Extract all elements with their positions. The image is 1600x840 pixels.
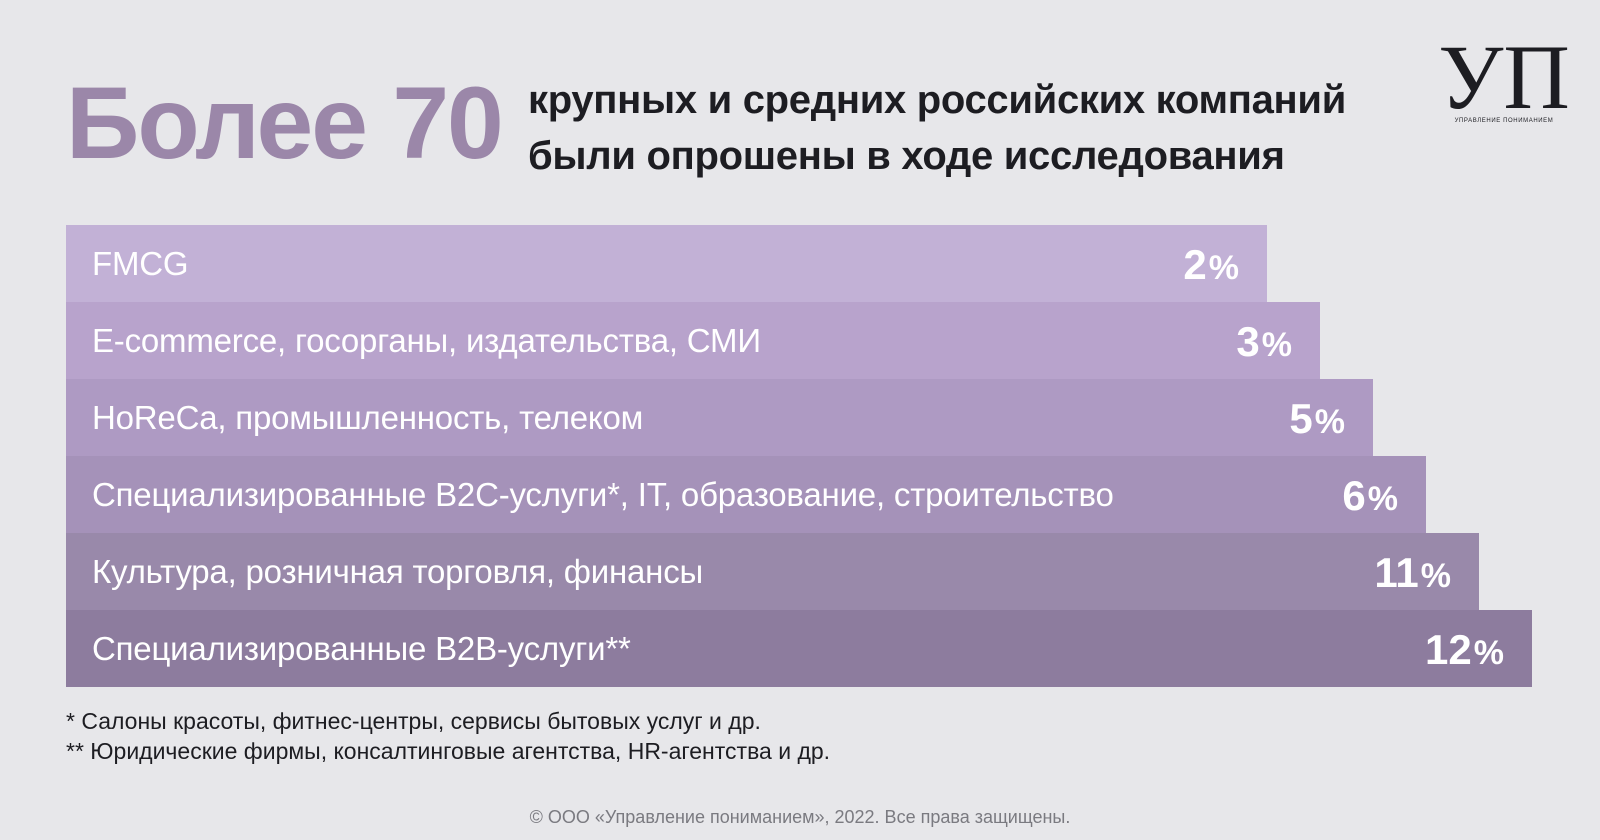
bar-value-unit: % bbox=[1473, 634, 1504, 672]
headline-line-1: крупных и средних российских компаний bbox=[528, 78, 1347, 122]
bar-6: Специализированные B2B-услуги** 12% bbox=[66, 610, 1532, 687]
footnote-1: * Салоны красоты, фитнес-центры, сервисы… bbox=[66, 708, 761, 734]
bar-label: E-commerce, госорганы, издательства, СМИ bbox=[92, 322, 761, 359]
bar-value-number: 5 bbox=[1289, 395, 1313, 442]
logo-mark-text: УП bbox=[1440, 32, 1568, 116]
bar-value: 2% bbox=[1183, 225, 1239, 302]
bar-value-number: 2 bbox=[1183, 241, 1207, 288]
bar-value-unit: % bbox=[1367, 480, 1398, 518]
bar-value: 3% bbox=[1236, 302, 1292, 379]
bar-value: 6% bbox=[1342, 456, 1398, 533]
bar-value-unit: % bbox=[1420, 557, 1451, 595]
logo-caption: управление пониманием bbox=[1454, 118, 1554, 124]
bar-label: Специализированные B2B-услуги** bbox=[92, 630, 631, 667]
bar-5: Культура, розничная торговля, финансы 11% bbox=[66, 533, 1479, 610]
bar-1: FMCG 2% bbox=[66, 225, 1267, 302]
headline-description: крупных и средних российских компаний бы… bbox=[528, 72, 1346, 184]
bar-value-unit: % bbox=[1314, 403, 1345, 441]
bar-2: E-commerce, госорганы, издательства, СМИ… bbox=[66, 302, 1320, 379]
bar-label: Специализированные B2C-услуги*, IT, обра… bbox=[92, 476, 1114, 513]
headline-line-2: были опрошены в ходе исследования bbox=[528, 134, 1285, 178]
bar-value-unit: % bbox=[1208, 249, 1239, 287]
bar-value: 12% bbox=[1425, 610, 1504, 687]
bar-label: FMCG bbox=[92, 245, 189, 282]
footnotes: * Салоны красоты, фитнес-центры, сервисы… bbox=[66, 706, 830, 766]
bar-value-number: 6 bbox=[1342, 472, 1366, 519]
bar-value-number: 3 bbox=[1236, 318, 1260, 365]
bar-label: HoReCa, промышленность, телеком bbox=[92, 399, 644, 436]
logo-mark-icon: УП bbox=[1440, 32, 1568, 116]
bar-3: HoReCa, промышленность, телеком 5% bbox=[66, 379, 1373, 456]
bar-4: Специализированные B2C-услуги*, IT, обра… bbox=[66, 456, 1426, 533]
bar-value-unit: % bbox=[1261, 326, 1292, 364]
headline-number: Более 70 bbox=[66, 66, 504, 180]
bar-value-number: 12 bbox=[1425, 626, 1472, 673]
bar-value: 5% bbox=[1289, 379, 1345, 456]
footnote-2: ** Юридические фирмы, консалтинговые аге… bbox=[66, 738, 831, 764]
logo: УП управление пониманием bbox=[1440, 32, 1568, 132]
bar-value-number: 11 bbox=[1374, 549, 1419, 596]
bar-value: 11% bbox=[1374, 533, 1451, 610]
bar-label: Культура, розничная торговля, финансы bbox=[92, 553, 704, 590]
copyright: © ООО «Управление пониманием», 2022. Все… bbox=[529, 807, 1071, 827]
